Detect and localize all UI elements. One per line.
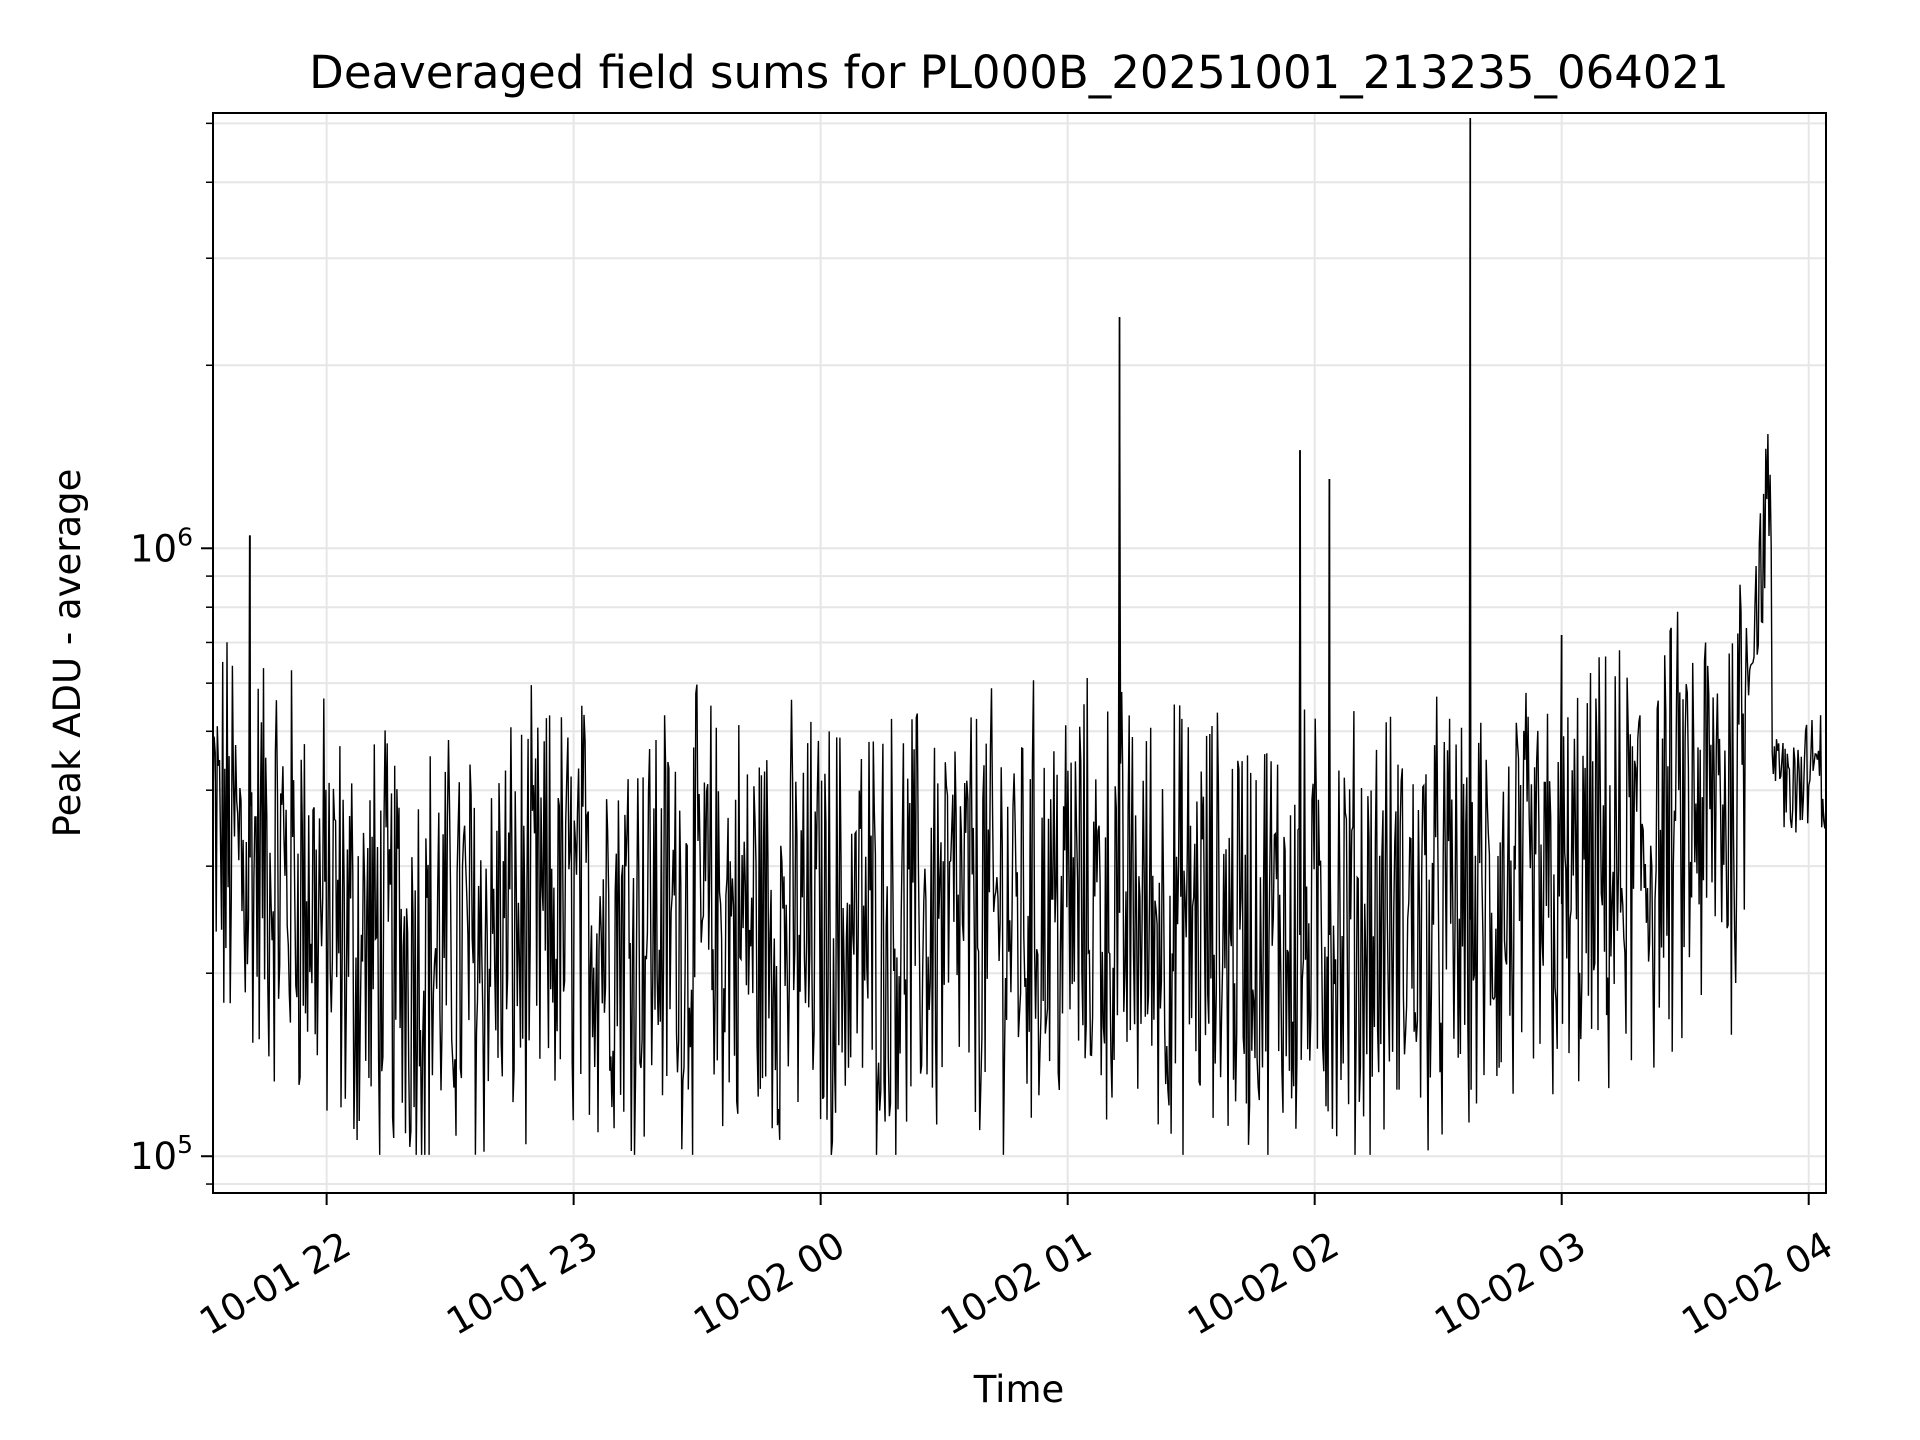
grid xyxy=(213,113,1826,1193)
y-tick-label: 105 xyxy=(130,1130,193,1178)
x-tick-label: 10-01 22 xyxy=(192,1223,358,1343)
x-tick-label: 10-02 01 xyxy=(933,1223,1099,1343)
x-axis-label: Time xyxy=(973,1368,1065,1411)
x-tick-label: 10-02 02 xyxy=(1180,1223,1346,1343)
y-tick-label: 106 xyxy=(130,522,193,570)
series-layer xyxy=(212,118,1827,1155)
x-tick-label: 10-01 23 xyxy=(439,1223,605,1343)
chart-title: Deaveraged field sums for PL000B_2025100… xyxy=(309,46,1729,99)
x-tick-label: 10-02 03 xyxy=(1427,1223,1593,1343)
y-axis-label: Peak ADU - average xyxy=(46,469,89,838)
axes-frame xyxy=(212,112,1827,1194)
x-tick-label: 10-02 04 xyxy=(1674,1223,1840,1343)
x-tick-label: 10-02 00 xyxy=(686,1223,852,1343)
ticks: 10-01 22 10-01 23 10-02 00 10-02 01 10-02 02… xyxy=(130,122,1840,1344)
series-line xyxy=(212,118,1827,1155)
